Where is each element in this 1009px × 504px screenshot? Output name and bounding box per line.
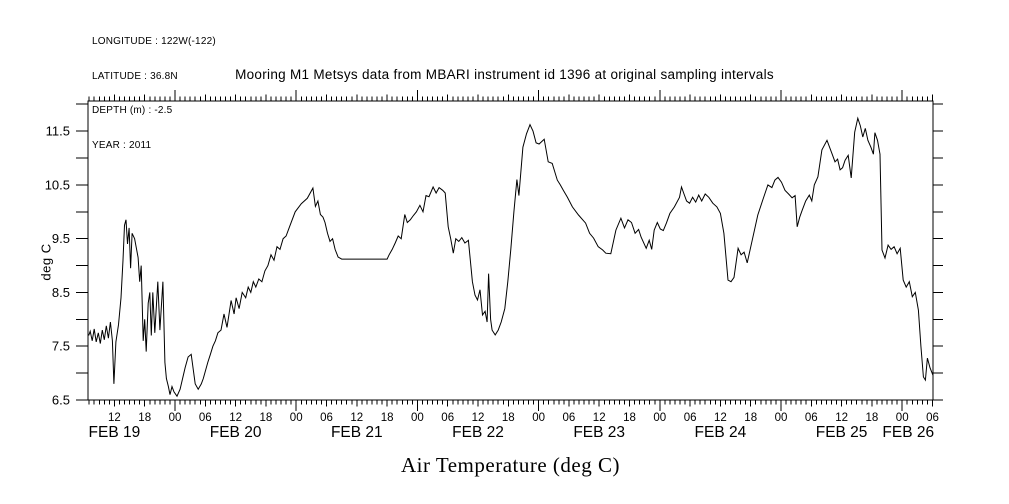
x-axis-title: Air Temperature (deg C) — [401, 453, 620, 477]
air-temperature-line — [88, 116, 934, 398]
y-tick-label: 11.5 — [46, 124, 70, 139]
x-day-label: FEB 20 — [210, 424, 262, 441]
x-day-label: FEB 19 — [89, 424, 141, 441]
x-hour-tick-label: 12 — [472, 412, 485, 424]
y-tick-label: 7.5 — [52, 339, 70, 354]
y-tick-label: 9.5 — [52, 231, 70, 246]
x-hour-tick-label: 06 — [320, 412, 333, 424]
x-hour-tick-label: 00 — [653, 412, 666, 424]
x-day-label: FEB 23 — [573, 424, 625, 441]
x-hour-tick-label: 18 — [502, 412, 515, 424]
x-hour-tick-label: 12 — [835, 412, 848, 424]
x-hour-tick-label: 06 — [805, 412, 818, 424]
x-day-label: FEB 21 — [331, 424, 383, 441]
plot-title: Mooring M1 Metsys data from MBARI instru… — [235, 67, 774, 82]
metadata-year: YEAR : 2011 — [92, 139, 152, 151]
x-hour-tick-label: 18 — [865, 412, 878, 424]
x-day-label: FEB 26 — [882, 424, 934, 441]
x-hour-tick-label: 06 — [199, 412, 212, 424]
x-hour-tick-label: 18 — [260, 412, 273, 424]
y-tick-label: 8.5 — [52, 285, 70, 300]
x-hour-tick-label: 06 — [441, 412, 454, 424]
x-hour-tick-label: 06 — [684, 412, 697, 424]
x-day-label: FEB 24 — [695, 424, 747, 441]
x-hour-tick-label: 00 — [411, 412, 424, 424]
x-hour-tick-label: 18 — [744, 412, 757, 424]
x-hour-tick-label: 12 — [593, 412, 606, 424]
metadata-latitude: LATITUDE : 36.8N — [92, 70, 178, 82]
x-hour-tick-label: 18 — [381, 412, 394, 424]
x-hour-tick-label: 12 — [714, 412, 727, 424]
metadata-longitude: LONGITUDE : 122W(-122) — [92, 36, 216, 47]
x-hour-tick-label: 18 — [138, 412, 151, 424]
x-hour-tick-label: 06 — [563, 412, 576, 424]
y-tick-label: 10.5 — [45, 177, 70, 192]
x-hour-tick-label: 00 — [775, 412, 788, 424]
y-tick-label: 6.5 — [52, 393, 70, 408]
x-hour-tick-label: 00 — [896, 412, 909, 424]
x-hour-tick-label: 18 — [623, 412, 636, 424]
metadata-depth: DEPTH (m) : -2.5 — [92, 105, 173, 116]
y-axis-title: deg C — [38, 243, 54, 281]
metadata-block: LONGITUDE : 122W(-122) LATITUDE : 36.8N … — [92, 13, 216, 174]
x-day-label: FEB 25 — [816, 424, 868, 441]
x-hour-tick-label: 00 — [532, 412, 545, 424]
x-hour-tick-label: 00 — [290, 412, 303, 424]
x-hour-tick-label: 12 — [229, 412, 242, 424]
x-hour-tick-label: 06 — [926, 412, 939, 424]
x-hour-tick-label: 00 — [169, 412, 182, 424]
x-hour-tick-label: 12 — [108, 412, 121, 424]
x-day-label: FEB 22 — [452, 424, 504, 441]
x-hour-tick-label: 12 — [350, 412, 363, 424]
plot-frame — [87, 100, 934, 401]
